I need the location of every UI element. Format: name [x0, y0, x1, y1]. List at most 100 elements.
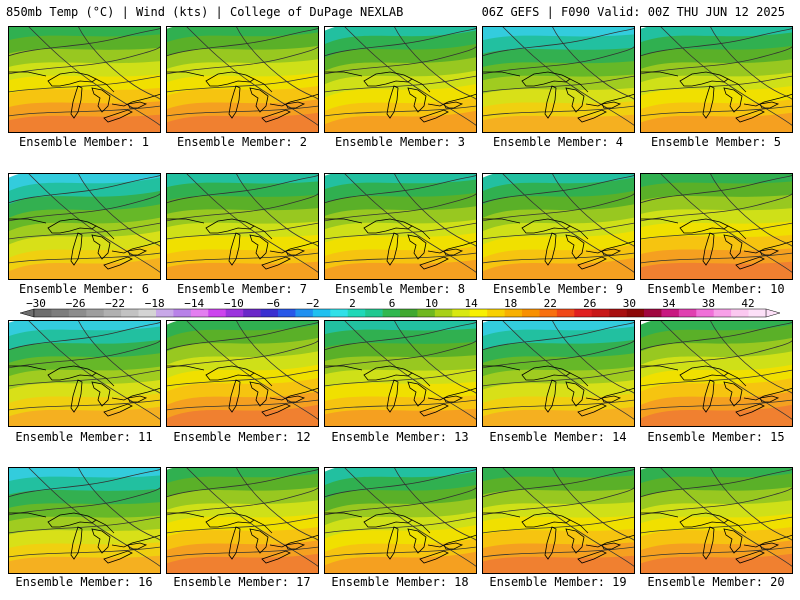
great-lake-outline — [679, 71, 729, 87]
great-lake-outline — [521, 71, 571, 87]
height-contour — [77, 26, 161, 101]
temperature-band — [324, 259, 477, 280]
great-lake-outline — [285, 395, 306, 403]
member-label: Ensemble Member: 13 — [331, 430, 469, 444]
colorbar-swatch — [68, 309, 87, 317]
height-contour — [166, 339, 319, 369]
temperature-map — [166, 173, 319, 280]
temperature-band — [8, 406, 161, 427]
temperature-band — [640, 553, 793, 574]
height-contour — [482, 105, 635, 117]
great-lake-outline — [679, 365, 729, 381]
country-border — [166, 512, 319, 548]
great-lake-outline — [127, 395, 148, 403]
height-contour — [166, 546, 319, 558]
panel-frame — [640, 320, 793, 427]
height-contour — [8, 252, 161, 264]
colorbar-tick-label: 38 — [702, 297, 715, 310]
height-contour — [482, 468, 635, 498]
temperature-map — [166, 467, 319, 574]
colorbar-swatch — [103, 309, 122, 317]
member-panel — [482, 467, 635, 574]
member-panel — [324, 467, 477, 574]
member-label: Ensemble Member: 10 — [647, 282, 785, 296]
member-label: Ensemble Member: 15 — [647, 430, 785, 444]
great-lake-outline — [249, 87, 269, 113]
temperature-map — [324, 26, 477, 133]
height-contour — [659, 173, 793, 274]
country-border — [8, 512, 161, 548]
member-panel — [166, 320, 319, 427]
height-contour — [27, 26, 161, 127]
country-border — [640, 218, 793, 254]
colorbar-tick-label: −6 — [267, 297, 280, 310]
height-contour — [166, 252, 319, 264]
height-contour — [551, 26, 635, 101]
height-contour — [482, 45, 635, 75]
colorbar-outline — [33, 308, 767, 318]
great-lake-outline — [419, 403, 449, 417]
colorbar-swatch — [365, 309, 383, 317]
height-contour — [343, 173, 477, 274]
member-panel — [8, 173, 161, 280]
member-panel — [166, 467, 319, 574]
panel-frame — [166, 26, 319, 133]
temperature-band — [8, 114, 161, 133]
great-lake-outline — [577, 256, 607, 270]
temperature-map — [324, 173, 477, 280]
great-lake-outline — [91, 87, 111, 113]
member-label: Ensemble Member: 18 — [331, 575, 469, 589]
great-lake-outline — [565, 381, 585, 407]
colorbar-tick-label: 26 — [583, 297, 596, 310]
height-contour — [343, 320, 477, 421]
panel-frame — [324, 467, 477, 574]
height-contour — [482, 399, 635, 411]
height-contour — [640, 339, 793, 369]
height-contour — [551, 320, 635, 395]
colorbar-tick-label: 14 — [464, 297, 478, 310]
height-contour — [343, 467, 477, 568]
panel-frame — [8, 26, 161, 133]
great-lake-outline — [723, 381, 743, 407]
great-lake-outline — [443, 395, 464, 403]
colorbar-swatch — [156, 309, 174, 317]
height-contour — [482, 546, 635, 558]
height-contour — [709, 320, 793, 395]
great-lake-outline — [723, 234, 743, 260]
country-border — [324, 218, 477, 254]
colorbar-swatch — [504, 309, 523, 317]
colorbar-swatch — [522, 309, 540, 317]
great-lake-outline — [735, 109, 765, 123]
height-contour — [8, 174, 161, 204]
temperature-map — [482, 320, 635, 427]
colorbar-tick-label: 34 — [662, 297, 676, 310]
height-contour — [709, 173, 793, 248]
member-label: Ensemble Member: 3 — [334, 135, 466, 149]
colorbar-tick-label: −22 — [105, 297, 125, 310]
colorbar-swatch — [51, 309, 70, 317]
height-contour — [8, 546, 161, 558]
height-contour — [393, 26, 477, 101]
great-lake-outline — [127, 101, 148, 109]
height-contour — [235, 320, 319, 395]
member-panel — [324, 320, 477, 427]
great-lake-outline — [228, 232, 241, 266]
height-contour — [8, 399, 161, 411]
great-lake-outline — [759, 101, 780, 109]
country-border — [640, 71, 793, 107]
colorbar-swatch — [556, 309, 575, 317]
colorbar-tick-label: −2 — [306, 297, 319, 310]
member-label: Ensemble Member: 17 — [173, 575, 311, 589]
colorbar-swatch — [696, 309, 715, 317]
great-lake-outline — [565, 87, 585, 113]
temperature-colorbar: −30 −26 −22 −18 −14 −10 −6 −2 2 6 10 14 18 22 26 30 34 38… — [0, 297, 800, 321]
height-contour — [551, 467, 635, 542]
great-lake-outline — [261, 109, 291, 123]
temperature-map — [8, 173, 161, 280]
country-border — [8, 218, 161, 254]
height-contour — [393, 467, 477, 542]
great-lake-outline — [363, 365, 413, 381]
temperature-band — [324, 408, 477, 427]
colorbar-min-arrow — [19, 308, 35, 318]
great-lake-outline — [70, 379, 83, 413]
